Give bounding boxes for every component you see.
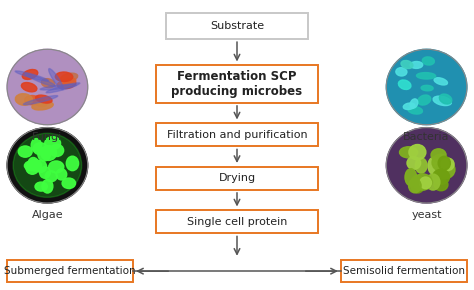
Ellipse shape (35, 182, 47, 191)
Text: Fermentation SCP
producing microbes: Fermentation SCP producing microbes (172, 70, 302, 98)
Ellipse shape (7, 49, 88, 125)
Ellipse shape (40, 84, 76, 90)
Ellipse shape (399, 80, 411, 90)
Ellipse shape (433, 169, 449, 184)
Ellipse shape (62, 80, 76, 88)
Ellipse shape (432, 154, 448, 171)
Ellipse shape (400, 147, 418, 158)
Ellipse shape (42, 180, 53, 193)
Ellipse shape (66, 156, 79, 171)
Ellipse shape (61, 73, 78, 81)
FancyBboxPatch shape (166, 13, 308, 39)
Text: Submerged fermentation: Submerged fermentation (4, 266, 136, 276)
Ellipse shape (32, 97, 47, 107)
Ellipse shape (62, 178, 75, 188)
Ellipse shape (436, 161, 455, 178)
Ellipse shape (41, 146, 56, 160)
Text: Single cell protein: Single cell protein (187, 217, 287, 227)
Ellipse shape (441, 158, 454, 171)
Text: Filtration and purification: Filtration and purification (167, 130, 307, 140)
Ellipse shape (22, 70, 38, 79)
Ellipse shape (409, 144, 426, 160)
Ellipse shape (57, 78, 76, 88)
FancyBboxPatch shape (156, 123, 318, 146)
Ellipse shape (433, 96, 451, 106)
Ellipse shape (28, 157, 38, 168)
Ellipse shape (13, 133, 82, 197)
FancyBboxPatch shape (7, 260, 133, 282)
Text: Algae: Algae (32, 210, 63, 220)
Ellipse shape (405, 169, 417, 186)
Ellipse shape (15, 71, 49, 81)
Ellipse shape (418, 95, 431, 105)
Ellipse shape (422, 57, 434, 65)
Ellipse shape (410, 99, 418, 108)
Ellipse shape (49, 161, 64, 173)
Ellipse shape (408, 106, 422, 114)
Ellipse shape (438, 156, 450, 170)
Ellipse shape (45, 137, 61, 150)
Ellipse shape (386, 128, 467, 203)
Ellipse shape (21, 83, 37, 92)
Ellipse shape (7, 128, 88, 203)
Ellipse shape (38, 148, 51, 161)
Text: Drying: Drying (219, 173, 255, 183)
Ellipse shape (39, 167, 50, 178)
Ellipse shape (419, 177, 431, 189)
Ellipse shape (46, 171, 57, 182)
Text: Fungi: Fungi (32, 132, 63, 142)
FancyBboxPatch shape (156, 167, 318, 190)
FancyBboxPatch shape (156, 65, 318, 103)
Ellipse shape (26, 161, 39, 174)
Ellipse shape (25, 74, 56, 87)
Ellipse shape (24, 161, 39, 171)
Ellipse shape (417, 72, 436, 79)
Ellipse shape (55, 72, 73, 81)
Ellipse shape (25, 95, 39, 105)
Ellipse shape (23, 96, 58, 105)
Ellipse shape (421, 85, 433, 91)
Ellipse shape (428, 157, 440, 175)
Ellipse shape (409, 179, 421, 193)
Ellipse shape (415, 158, 427, 173)
Ellipse shape (439, 94, 452, 104)
Ellipse shape (15, 94, 33, 105)
Ellipse shape (434, 78, 447, 85)
Ellipse shape (434, 179, 448, 191)
Ellipse shape (49, 69, 64, 90)
Ellipse shape (407, 157, 420, 169)
Text: yeast: yeast (411, 210, 442, 220)
Ellipse shape (413, 174, 432, 190)
Ellipse shape (426, 174, 440, 190)
Ellipse shape (50, 144, 64, 157)
Ellipse shape (29, 160, 41, 171)
Ellipse shape (396, 68, 407, 76)
Ellipse shape (410, 61, 423, 68)
Ellipse shape (410, 175, 425, 193)
Ellipse shape (32, 102, 53, 110)
Ellipse shape (33, 143, 47, 155)
Ellipse shape (31, 139, 41, 152)
Text: Bacteria: Bacteria (403, 132, 450, 142)
Ellipse shape (35, 160, 46, 172)
FancyBboxPatch shape (341, 260, 466, 282)
Ellipse shape (431, 149, 446, 161)
FancyBboxPatch shape (156, 210, 318, 233)
Ellipse shape (401, 61, 413, 68)
Ellipse shape (41, 79, 55, 88)
Ellipse shape (56, 169, 67, 180)
Ellipse shape (386, 49, 467, 125)
Ellipse shape (36, 95, 52, 103)
Ellipse shape (18, 146, 32, 157)
Ellipse shape (403, 103, 415, 110)
Text: Substrate: Substrate (210, 21, 264, 31)
Ellipse shape (46, 83, 80, 93)
Text: Semisolid fermentation: Semisolid fermentation (343, 266, 465, 276)
